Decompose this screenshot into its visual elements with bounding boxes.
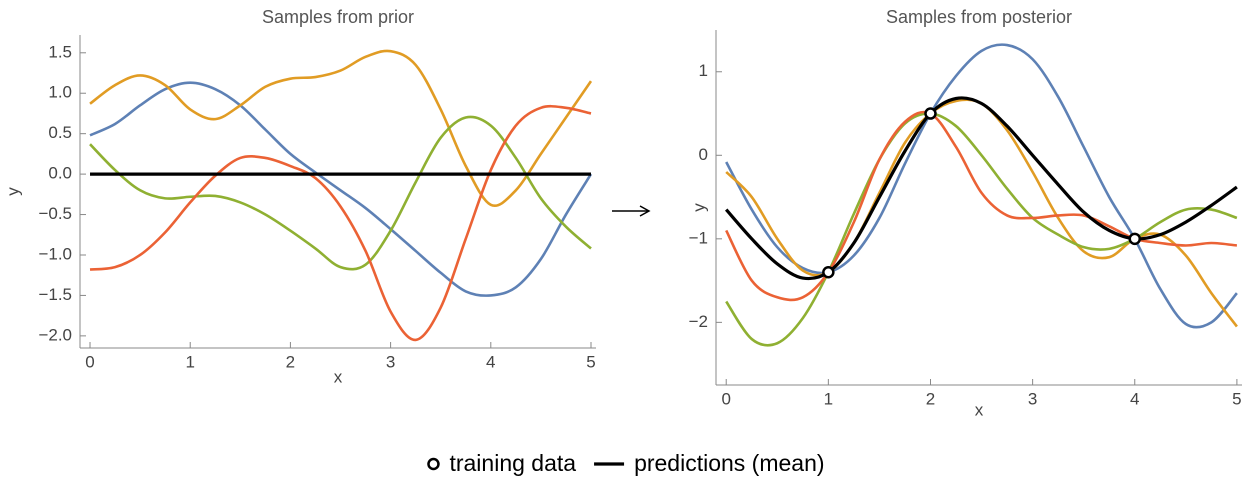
training-point: [924, 107, 937, 120]
training-point: [822, 265, 835, 279]
x-tick-label: 1: [185, 352, 194, 371]
series-line: [725, 98, 1238, 328]
y-tick-label: 0.0: [48, 164, 72, 183]
x-tick-label: 2: [926, 389, 935, 408]
y-tick-label: −1.0: [38, 244, 72, 263]
x-tick-label: 2: [286, 352, 295, 371]
series-line: [89, 81, 593, 297]
x-tick-label: 0: [721, 389, 730, 408]
chart-title: Samples from prior: [262, 7, 414, 27]
legend: training data predictions (mean): [427, 450, 825, 476]
series-line: [725, 43, 1238, 329]
y-tick-label: −1.5: [38, 285, 72, 304]
y-tick-label: −0.5: [38, 204, 72, 223]
y-tick-label: −2: [689, 312, 708, 331]
x-axis-label: x: [334, 367, 343, 386]
x-tick-label: 4: [1130, 389, 1139, 408]
x-tick-label: 3: [1028, 389, 1037, 408]
panel: Samples from prior x y 0 1 2 3 4 5 −2.0 −1.5 −1.0 −0…: [3, 7, 596, 386]
legend-label: training data: [449, 450, 576, 476]
y-tick-label: −2.0: [38, 325, 72, 344]
y-tick-label: 1: [699, 61, 708, 80]
training-point: [1128, 232, 1142, 246]
chart-title: Samples from posterior: [886, 7, 1072, 27]
y-tick-label: −1: [689, 228, 708, 247]
series-line: [725, 96, 1238, 281]
x-tick-label: 4: [486, 352, 495, 371]
x-axis-label: x: [975, 400, 984, 419]
series-line: [89, 115, 592, 271]
y-tick-label: 0.5: [48, 123, 72, 142]
x-tick-label: 5: [1232, 389, 1241, 408]
y-tick-label: 0: [699, 145, 708, 164]
legend-label: predictions (mean): [634, 450, 824, 476]
series-line: [89, 104, 592, 342]
y-tick-label: 1.0: [48, 83, 72, 102]
y-tick-label: 1.5: [48, 42, 72, 61]
x-tick-label: 0: [85, 352, 94, 371]
series-line: [89, 49, 593, 208]
y-axis-label: y: [689, 203, 708, 212]
y-axis-label: y: [3, 187, 22, 196]
x-tick-label: 1: [824, 389, 833, 408]
legend-symbol: [427, 457, 440, 471]
arrow-head: [639, 205, 651, 217]
arrow: [612, 205, 651, 217]
x-tick-label: 3: [386, 352, 395, 371]
panel: Samples from posterior x y 0 1 2 3 4 5 −2 −1 0 1: [689, 7, 1242, 419]
x-tick-label: 5: [586, 352, 595, 371]
series-line: [725, 112, 1238, 347]
series-line: [725, 110, 1238, 302]
